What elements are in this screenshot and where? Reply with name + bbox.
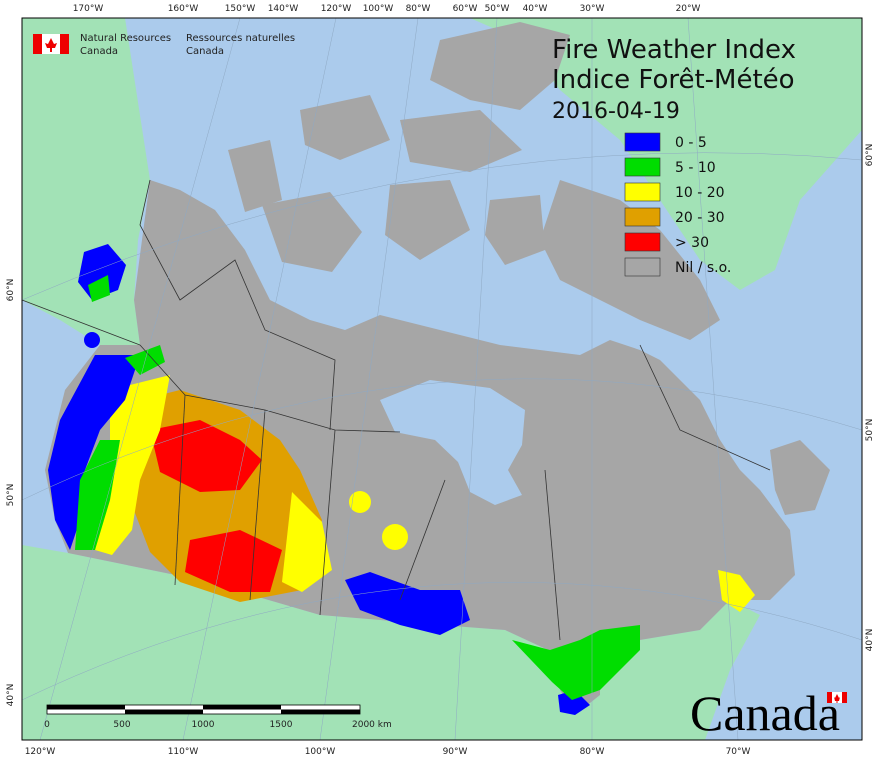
- graticule-label: 50°N: [865, 419, 875, 442]
- graticule: [21, 17, 863, 741]
- graticule-label: 170°W: [73, 4, 104, 14]
- legend-label: 0 - 5: [675, 135, 707, 151]
- flag-band: [33, 34, 42, 54]
- alaska: [22, 18, 150, 345]
- greenland: [470, 18, 862, 290]
- graticule-label: 40°N: [865, 629, 875, 652]
- scale-bar-segment: [281, 709, 360, 714]
- island: [385, 180, 470, 260]
- flag-band: [827, 692, 832, 703]
- graticule-label: 110°W: [168, 747, 199, 757]
- nrcan-logo: Natural Resources Canada Ressources natu…: [33, 33, 295, 57]
- fire-area: [95, 375, 170, 555]
- fire-area: [88, 275, 110, 302]
- graticule-label: 120°W: [321, 4, 352, 14]
- graticule-label: 60°W: [453, 4, 478, 14]
- agency-name: Canada: [80, 46, 118, 57]
- graticule-label: 60°N: [6, 279, 16, 302]
- scale-label: 0: [44, 720, 50, 730]
- fire-area: [558, 690, 590, 715]
- legend-swatch: [624, 182, 661, 202]
- borders: [21, 179, 771, 641]
- scale-label: 1500: [270, 720, 293, 730]
- graticule-label: 60°N: [865, 144, 875, 167]
- legend-swatch: [624, 232, 661, 252]
- legend-label: > 30: [675, 235, 709, 251]
- scale-bar-segment: [203, 705, 281, 710]
- canada-wordmark: Canada: [690, 685, 847, 741]
- graticule-label: 120°W: [25, 747, 56, 757]
- wordmark: Canada: [690, 685, 840, 741]
- newfoundland: [770, 440, 830, 515]
- legend-label: Nil / s.o.: [675, 260, 731, 276]
- fire-area: [349, 491, 371, 513]
- fire-areas: [48, 244, 755, 715]
- graticule-label: 80°W: [406, 4, 431, 14]
- graticule-label: 50°N: [6, 484, 16, 507]
- fire-area: [84, 332, 100, 348]
- island: [300, 95, 390, 160]
- scale-bar-segment: [47, 705, 125, 710]
- graticule-label: 150°W: [225, 4, 256, 14]
- graticule-label: 160°W: [168, 4, 199, 14]
- graticule-label: 90°W: [443, 747, 468, 757]
- title: Indice Forêt-Météo: [552, 65, 795, 95]
- scale-bar-segment: [125, 709, 203, 714]
- legend-swatch: [624, 257, 661, 277]
- graticule-label: 140°W: [268, 4, 299, 14]
- legend-swatch: [624, 157, 661, 177]
- flag-band: [842, 692, 847, 703]
- fire-area: [345, 572, 470, 635]
- graticule-label: 50°W: [485, 4, 510, 14]
- fire-area: [75, 440, 120, 550]
- legend-swatch: [624, 207, 661, 227]
- title: Fire Weather Index: [552, 35, 796, 65]
- graticule-labels: 170°W 160°W 150°W 140°W 120°W 100°W 80°W…: [6, 4, 875, 757]
- date: 2016-04-19: [552, 99, 680, 124]
- map-area: [21, 17, 863, 741]
- fire-area: [512, 625, 640, 700]
- graticule-label: 100°W: [305, 747, 336, 757]
- island: [228, 140, 282, 212]
- graticule-label: 40°W: [523, 4, 548, 14]
- maple-leaf: [45, 38, 57, 52]
- island: [262, 192, 362, 272]
- fire-area: [185, 530, 282, 592]
- fire-area: [282, 492, 332, 592]
- island: [485, 195, 545, 265]
- graticule-label: 70°W: [726, 747, 751, 757]
- legend-label: 5 - 10: [675, 160, 716, 176]
- graticule-label: 80°W: [580, 747, 605, 757]
- graticule-label: 40°N: [6, 684, 16, 707]
- fire-area: [150, 420, 262, 492]
- graticule-label: 20°W: [676, 4, 701, 14]
- map-frame: [21, 17, 863, 741]
- agency-name: Ressources naturelles: [186, 33, 295, 44]
- scale-bar: 0 500 1000 1500 2000 km: [44, 704, 392, 730]
- fire-area: [718, 570, 755, 612]
- scale-label: 1000: [192, 720, 215, 730]
- island: [430, 22, 570, 110]
- scale-label: 500: [113, 720, 130, 730]
- agency-name: Natural Resources: [80, 33, 171, 44]
- legend-swatch: [624, 132, 661, 152]
- usa: [22, 545, 760, 740]
- hudson-bay: [380, 380, 525, 505]
- fire-area: [382, 524, 408, 550]
- legend-label: 10 - 20: [675, 185, 725, 201]
- legend-label: 20 - 30: [675, 210, 725, 226]
- fire-area: [125, 345, 165, 375]
- fire-area: [48, 355, 140, 550]
- scale-label: 2000 km: [352, 720, 392, 730]
- legend: 0 - 5 5 - 10 10 - 20 20 - 30 > 30 Nil / s.o.: [624, 132, 731, 277]
- graticule-label: 100°W: [363, 4, 394, 14]
- maple-leaf: [834, 694, 840, 703]
- agency-name: Canada: [186, 46, 224, 57]
- island: [400, 110, 522, 172]
- flag-band: [60, 34, 69, 54]
- graticule-label: 30°W: [580, 4, 605, 14]
